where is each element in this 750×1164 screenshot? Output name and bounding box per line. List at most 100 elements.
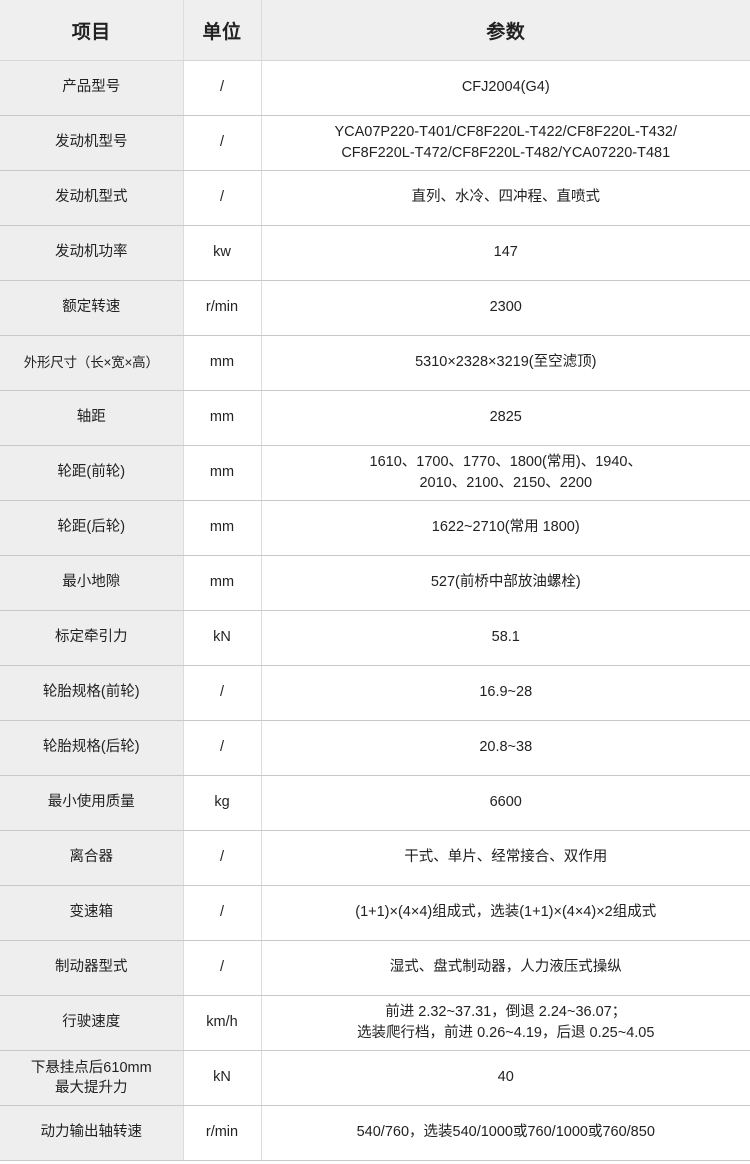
row-item-label: 产品型号 <box>0 60 184 116</box>
row-param-text: CFJ2004(G4) <box>272 77 741 98</box>
row-item-label: 下悬挂点后610mm 最大提升力 <box>0 1050 184 1106</box>
row-item-label: 发动机型号 <box>0 115 184 171</box>
row-param-value: 6600 <box>261 775 750 831</box>
table-row: 制动器型式 / 湿式、盘式制动器，人力液压式操纵 <box>0 940 750 996</box>
row-item-label: 行驶速度 <box>0 995 184 1051</box>
row-param-line: 16.9~28 <box>479 684 533 701</box>
row-item-label: 最小使用质量 <box>0 775 184 831</box>
row-param-text: 前进 2.32~37.31，倒退 2.24~36.07； 选装爬行档，前进 0.2… <box>272 1002 741 1044</box>
row-param-text: 16.9~28 <box>272 682 741 703</box>
row-param-value: 147 <box>261 225 750 281</box>
row-unit-value: kN <box>183 1050 262 1106</box>
row-item-label-line: 最大提升力 <box>55 1080 128 1096</box>
row-param-value: 20.8~38 <box>261 720 750 776</box>
table-row: 额定转速 r/min 2300 <box>0 280 750 336</box>
table-body: 产品型号 / CFJ2004(G4) 发动机型号 / YCA07P220-T401/CF8… <box>0 60 750 1161</box>
column-header-item: 项目 <box>0 0 184 61</box>
row-item-label: 外形尺寸（长×宽×高） <box>0 335 184 391</box>
row-unit-value: km/h <box>183 995 262 1051</box>
row-param-value: 40 <box>261 1050 750 1106</box>
row-param-value: 16.9~28 <box>261 665 750 721</box>
row-param-text: 直列、水冷、四冲程、直喷式 <box>272 187 741 208</box>
row-param-line: CFJ2004(G4) <box>461 79 550 96</box>
row-param-value: 527(前桥中部放油螺栓) <box>261 555 750 611</box>
row-param-line: 1622~2710(常用 1800) <box>431 519 580 536</box>
row-param-value: 干式、单片、经常接合、双作用 <box>261 830 750 886</box>
row-param-line: 527(前桥中部放油螺栓) <box>430 574 581 591</box>
row-param-value: 5310×2328×3219(至空滤顶) <box>261 335 750 391</box>
row-param-value: YCA07P220-T401/CF8F220L-T422/CF8F220L-T4… <box>261 115 750 171</box>
row-item-label: 发动机型式 <box>0 170 184 226</box>
row-param-text: 2300 <box>272 297 741 318</box>
row-param-text: YCA07P220-T401/CF8F220L-T422/CF8F220L-T4… <box>272 122 741 164</box>
row-param-text: 527(前桥中部放油螺栓) <box>272 572 741 593</box>
row-param-line: CF8F220L-T472/CF8F220L-T482/YCA07220-T48… <box>341 145 671 161</box>
row-param-line: 选装爬行档，前进 0.26~4.19，后退 0.25~4.05 <box>357 1025 655 1041</box>
row-param-text: 干式、单片、经常接合、双作用 <box>272 847 741 868</box>
table-row: 变速箱 / (1+1)×(4×4)组成式，选装(1+1)×(4×4)×2组成式 <box>0 885 750 941</box>
row-unit-value: kN <box>183 610 262 666</box>
table-row: 外形尺寸（长×宽×高） mm 5310×2328×3219(至空滤顶) <box>0 335 750 391</box>
column-header-param: 参数 <box>261 0 750 61</box>
table-row: 最小使用质量 kg 6600 <box>0 775 750 831</box>
table-row: 行驶速度 km/h 前进 2.32~37.31，倒退 2.24~36.07； 选装爬行… <box>0 995 750 1051</box>
row-unit-value: / <box>183 885 262 941</box>
row-param-value: (1+1)×(4×4)组成式，选装(1+1)×(4×4)×2组成式 <box>261 885 750 941</box>
table-row: 轮距(前轮) mm 1610、1700、1770、1800(常用)、1940、 201… <box>0 445 750 501</box>
row-item-label: 离合器 <box>0 830 184 886</box>
row-unit-value: mm <box>183 445 262 501</box>
row-unit-value: mm <box>183 335 262 391</box>
row-param-text: 6600 <box>272 792 741 813</box>
row-unit-value: r/min <box>183 1105 262 1161</box>
row-unit-value: / <box>183 720 262 776</box>
row-param-text: (1+1)×(4×4)组成式，选装(1+1)×(4×4)×2组成式 <box>272 902 741 923</box>
row-unit-value: kw <box>183 225 262 281</box>
row-unit-value: / <box>183 115 262 171</box>
row-param-text: 2825 <box>272 407 741 428</box>
table-row: 轴距 mm 2825 <box>0 390 750 446</box>
row-param-line: 湿式、盘式制动器，人力液压式操纵 <box>389 959 622 976</box>
row-param-line: 20.8~38 <box>479 739 533 756</box>
row-item-label: 轮胎规格(前轮) <box>0 665 184 721</box>
table-row: 轮胎规格(后轮)/ 20.8~38 <box>0 720 750 776</box>
row-item-label: 轮胎规格(后轮) <box>0 720 184 776</box>
row-param-text: 湿式、盘式制动器，人力液压式操纵 <box>272 957 741 978</box>
row-param-value: 58.1 <box>261 610 750 666</box>
row-param-value: 湿式、盘式制动器，人力液压式操纵 <box>261 940 750 996</box>
row-item-label-line: 下悬挂点后610mm <box>30 1059 152 1076</box>
row-param-line: 前进 2.32~37.31，倒退 2.24~36.07； <box>385 1003 627 1020</box>
row-param-line: 5310×2328×3219(至空滤顶) <box>415 354 597 371</box>
table-row: 动力输出轴转速 r/min 540/760，选装540/1000或760/1000或… <box>0 1105 750 1161</box>
row-param-line: YCA07P220-T401/CF8F220L-T422/CF8F220L-T4… <box>334 123 678 140</box>
table-row: 最小地隙 mm 527(前桥中部放油螺栓) <box>0 555 750 611</box>
row-param-line: 直列、水冷、四冲程、直喷式 <box>411 189 601 206</box>
row-param-text: 40 <box>272 1067 741 1088</box>
row-param-line: 6600 <box>489 794 522 811</box>
row-item-label: 额定转速 <box>0 280 184 336</box>
row-item-label: 发动机功率 <box>0 225 184 281</box>
row-item-label: 动力输出轴转速 <box>0 1105 184 1161</box>
row-unit-value: kg <box>183 775 262 831</box>
row-item-label: 最小地隙 <box>0 555 184 611</box>
row-item-label: 轮距(后轮) <box>0 500 184 556</box>
row-unit-value: / <box>183 60 262 116</box>
row-param-line: 1610、1700、1770、1800(常用)、1940、 <box>369 453 642 470</box>
row-param-text: 147 <box>272 242 741 263</box>
row-unit-value: / <box>183 940 262 996</box>
row-param-text: 20.8~38 <box>272 737 741 758</box>
row-param-value: 直列、水冷、四冲程、直喷式 <box>261 170 750 226</box>
table-row: 轮距(后轮) mm 1622~2710(常用 1800) <box>0 500 750 556</box>
row-param-line: 147 <box>493 244 518 261</box>
row-item-label: 变速箱 <box>0 885 184 941</box>
row-param-value: CFJ2004(G4) <box>261 60 750 116</box>
row-unit-value: mm <box>183 500 262 556</box>
row-unit-value: / <box>183 665 262 721</box>
row-param-value: 2825 <box>261 390 750 446</box>
row-param-line: 2010、2100、2150、2200 <box>419 475 593 491</box>
row-unit-value: mm <box>183 390 262 446</box>
table-header-row: 项目 单位 参数 <box>0 0 750 61</box>
table-row: 轮胎规格(前轮)/ 16.9~28 <box>0 665 750 721</box>
row-unit-value: r/min <box>183 280 262 336</box>
table-row: 产品型号 / CFJ2004(G4) <box>0 60 750 116</box>
